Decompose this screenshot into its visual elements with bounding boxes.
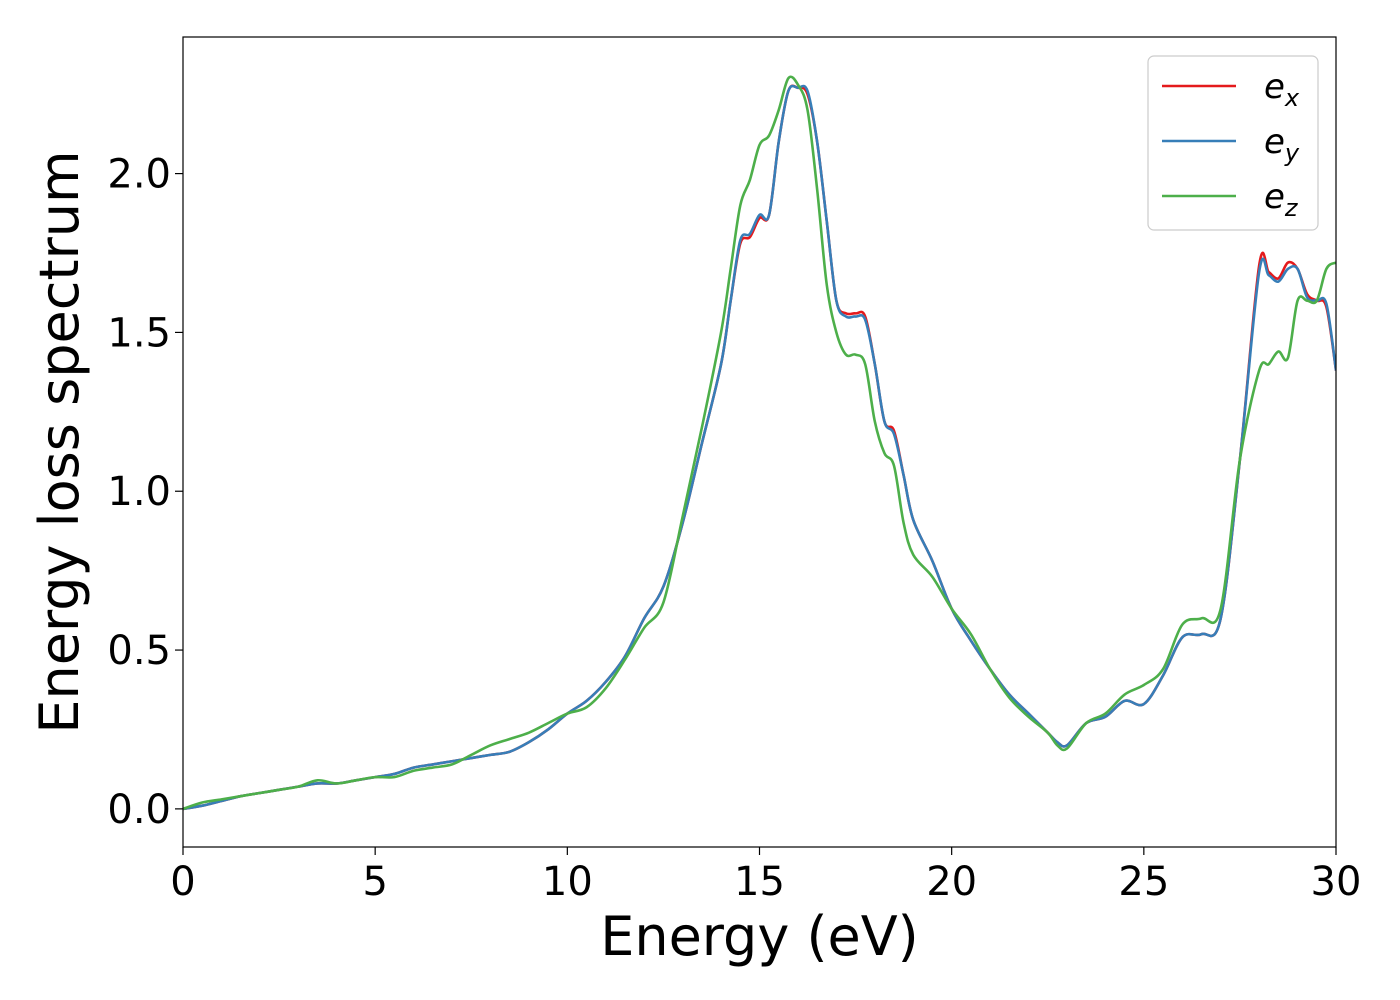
x-tick-label: 10 xyxy=(542,859,593,905)
y-axis-label: Energy loss spectrum xyxy=(28,150,91,733)
plot-area xyxy=(183,75,1336,811)
legend-label-ex: ex xyxy=(1264,67,1300,112)
y-tick-label: 2.0 xyxy=(107,152,171,198)
y-tick-label: 0.0 xyxy=(107,787,171,833)
x-tick-label: 5 xyxy=(362,859,387,905)
x-tick-label: 15 xyxy=(734,859,785,905)
y-tick-label: 1.5 xyxy=(107,310,171,356)
x-axis-ticks: 0 5 10 15 20 25 30 xyxy=(170,847,1361,905)
legend-box xyxy=(1147,55,1319,231)
series-line-ez xyxy=(183,75,1336,811)
legend-label-ez: ez xyxy=(1264,177,1299,222)
x-tick-label: 0 xyxy=(170,859,195,905)
x-axis-label: Energy (eV) xyxy=(600,905,919,968)
legend-label-ey: ey xyxy=(1264,122,1300,167)
y-tick-label: 0.5 xyxy=(107,628,171,674)
legend: ex ey ez xyxy=(1147,55,1319,231)
y-axis-ticks: 0.0 0.5 1.0 1.5 2.0 xyxy=(107,152,183,833)
x-tick-label: 25 xyxy=(1118,859,1169,905)
x-tick-label: 30 xyxy=(1311,859,1362,905)
y-tick-label: 1.0 xyxy=(107,469,171,515)
x-tick-label: 20 xyxy=(926,859,977,905)
series-line-ey xyxy=(183,84,1336,811)
